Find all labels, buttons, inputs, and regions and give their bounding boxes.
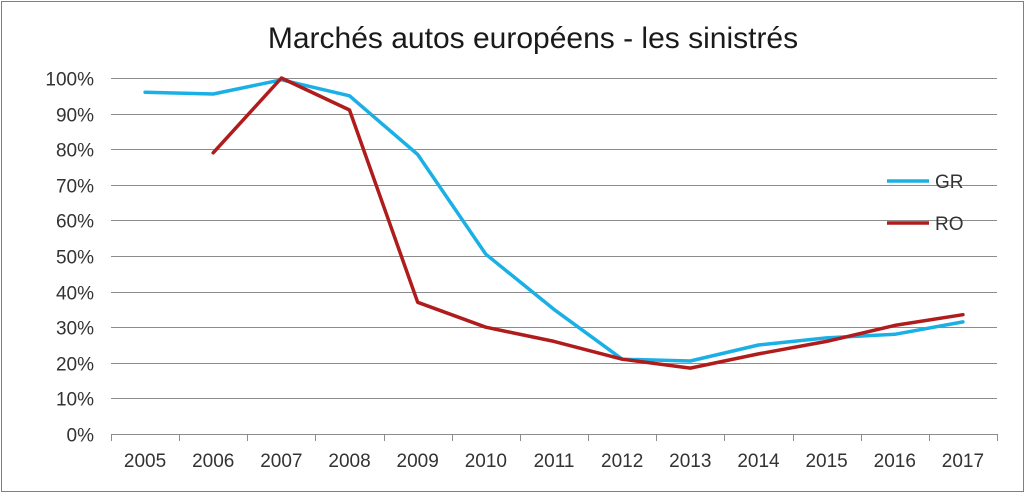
- y-tick-label: 20%: [56, 355, 94, 376]
- x-tick-label: 2010: [465, 451, 507, 472]
- legend-label-ro: RO: [935, 214, 964, 235]
- x-tick-label: 2008: [328, 451, 370, 472]
- y-tick-label: 30%: [56, 319, 94, 340]
- y-tick-label: 100%: [45, 70, 94, 91]
- legend: GR RO: [887, 172, 964, 235]
- legend-label-gr: GR: [935, 172, 964, 193]
- x-tick-label: 2015: [805, 451, 847, 472]
- x-tick-label: 2012: [601, 451, 643, 472]
- x-tick-label: 2006: [192, 451, 234, 472]
- y-axis-ticks: 0% 10% 20% 30% 40% 50% 60% 70% 80% 90% 100%: [45, 70, 94, 447]
- y-tick-label: 70%: [56, 177, 94, 198]
- chart-title: Marchés autos européens - les sinistrés: [268, 22, 798, 55]
- series-lines: [143, 76, 965, 370]
- series-line-ro: [211, 76, 965, 370]
- y-tick-label: 40%: [56, 284, 94, 305]
- gridlines: [111, 78, 997, 399]
- y-tick-label: 10%: [56, 390, 94, 411]
- x-tick-label: 2014: [737, 451, 780, 472]
- x-axis: 2005 2006 2007 2008 2009 2010 2011 2012 2013 2014…: [111, 434, 998, 472]
- x-tick-label: 2009: [397, 451, 439, 472]
- y-tick-label: 60%: [56, 212, 94, 233]
- x-tick-label: 2007: [260, 451, 302, 472]
- y-tick-label: 90%: [56, 106, 94, 127]
- y-tick-label: 50%: [56, 248, 94, 269]
- x-tick-label: 2017: [942, 451, 984, 472]
- x-tick-label: 2011: [534, 451, 575, 472]
- x-tick-label: 2005: [124, 451, 166, 472]
- y-tick-label: 0%: [67, 426, 95, 447]
- x-tick-label: 2016: [874, 451, 916, 472]
- x-tick-label: 2013: [669, 451, 711, 472]
- y-tick-label: 80%: [56, 141, 94, 162]
